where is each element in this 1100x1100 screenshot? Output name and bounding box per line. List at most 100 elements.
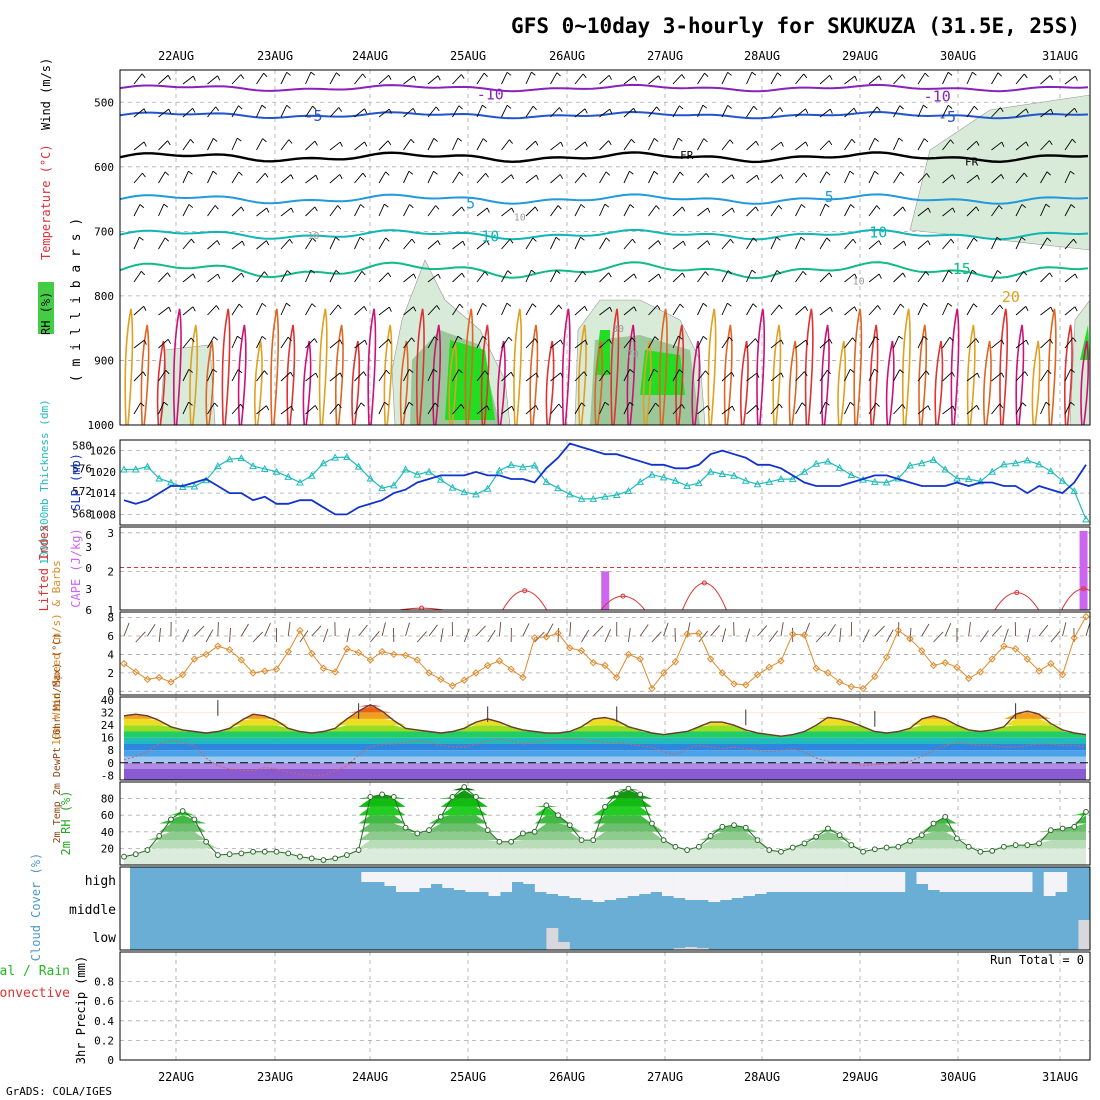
rh2m-point xyxy=(942,813,949,820)
wind-barb xyxy=(256,72,265,85)
thickness-point xyxy=(800,467,809,475)
wind10-barb xyxy=(1003,628,1009,643)
wind-barb-flag xyxy=(192,108,196,113)
wind-barb-flag xyxy=(435,205,440,210)
wind-barb xyxy=(550,174,561,184)
rh2m-point xyxy=(848,842,855,848)
wind-barb-flag xyxy=(678,335,683,340)
wind-barb xyxy=(844,204,851,217)
thickness-point xyxy=(284,472,293,480)
isotherm-lowlevel xyxy=(545,340,555,425)
dewpoint-line xyxy=(123,738,1087,776)
wind-barb xyxy=(280,174,292,184)
wind-barb-flag xyxy=(609,108,613,114)
wind-barb xyxy=(795,402,803,415)
wind-barb xyxy=(917,336,925,349)
wind-barb xyxy=(378,237,387,250)
wind-barb xyxy=(378,108,390,118)
wind-barb-flag xyxy=(314,140,318,146)
cloud-high-bar xyxy=(442,872,455,888)
wind-barb-flag xyxy=(976,174,980,180)
wind-barb-flag xyxy=(849,368,855,373)
wind-barb xyxy=(991,141,1003,151)
thickness-point xyxy=(976,477,985,485)
ua-ytick: 1000 xyxy=(88,419,115,432)
wind-barb xyxy=(770,205,779,217)
wind-barb xyxy=(1015,108,1027,118)
isotherm-lowlevel xyxy=(594,340,604,425)
wind-barb xyxy=(550,205,559,217)
wind-barb-flag xyxy=(263,72,268,78)
rh2m-point xyxy=(672,843,679,850)
wind-barb xyxy=(819,338,830,349)
wind-barb-flag xyxy=(679,303,684,308)
wind-barb-flag xyxy=(584,108,588,114)
wind-barb-flag xyxy=(604,203,610,208)
isotherm-lowlevel xyxy=(286,324,296,425)
wind-barb xyxy=(893,369,901,382)
wind-barb xyxy=(378,140,389,151)
wind-barb xyxy=(182,75,194,85)
thickness-point xyxy=(1011,459,1020,467)
wind-barb xyxy=(599,74,610,85)
wind-barb-flag xyxy=(462,240,466,246)
ua-ylabel-mb: ( m i l l i b a r s ) xyxy=(69,218,84,382)
cloud-high-bar xyxy=(893,872,906,892)
cloud-high-bar xyxy=(627,872,640,896)
wind-barb-flag xyxy=(633,75,637,81)
top-day-label: 26AUG xyxy=(549,49,585,63)
wind-barb-flag xyxy=(629,401,634,406)
wind-barb-flag xyxy=(973,303,978,308)
thickness-point xyxy=(425,467,433,475)
wind10-barb xyxy=(1085,622,1090,637)
wind-barb-flag xyxy=(1025,306,1029,312)
wind-barb-flag xyxy=(559,174,564,180)
wind-barb xyxy=(207,368,214,382)
wind10-point xyxy=(577,647,586,655)
credit-text: GrADS: COLA/IGES xyxy=(6,1085,112,1098)
isotherm-lowlevel xyxy=(1047,308,1057,425)
wind-barb xyxy=(354,402,362,415)
wind10-barb xyxy=(287,622,291,637)
wind-barb-flag xyxy=(753,105,758,111)
wind10-point xyxy=(788,630,797,638)
wind10-point xyxy=(343,645,351,653)
isotherm-lowlevel xyxy=(1063,324,1073,425)
wind-barb xyxy=(182,337,192,349)
temp-band xyxy=(124,731,1086,738)
rh2m-point xyxy=(1047,827,1054,834)
rh2m-point xyxy=(426,827,432,834)
thickness-point xyxy=(847,471,856,479)
thickness-point xyxy=(483,484,492,492)
rh2m-point xyxy=(402,824,409,831)
wind-barb xyxy=(1040,401,1047,415)
wind-barb-flag xyxy=(580,236,585,241)
wind-barb xyxy=(648,402,656,415)
wind-barb-flag xyxy=(997,270,1002,274)
rh2m-point xyxy=(414,830,421,837)
wind-barb-flag xyxy=(901,404,906,409)
wind-barb xyxy=(868,336,876,349)
wind-barb-flag xyxy=(212,368,218,373)
wind-barb-flag xyxy=(877,305,881,310)
rh2m-point xyxy=(390,794,397,800)
wind-barb-flag xyxy=(803,172,808,178)
wind-barb xyxy=(770,304,780,316)
wind10-barb xyxy=(498,622,502,637)
wind-barb xyxy=(1015,141,1027,151)
wind-barb xyxy=(574,371,585,382)
wind-barb xyxy=(648,273,660,283)
wind-barb-flag xyxy=(143,339,147,345)
wind-barb xyxy=(305,338,315,349)
cloud-high-bar xyxy=(396,872,408,892)
thickness-point xyxy=(835,463,844,471)
wind-barb-flag xyxy=(1024,371,1029,376)
wind-barb xyxy=(354,73,363,85)
wind-barb xyxy=(403,204,410,217)
wind-barb-flag xyxy=(510,371,514,377)
wind-barb xyxy=(329,339,341,349)
wind10-barb xyxy=(710,625,720,637)
thickness-point xyxy=(507,460,515,468)
temp-ytick: 8 xyxy=(107,744,114,757)
wind-barb-flag xyxy=(874,368,879,373)
